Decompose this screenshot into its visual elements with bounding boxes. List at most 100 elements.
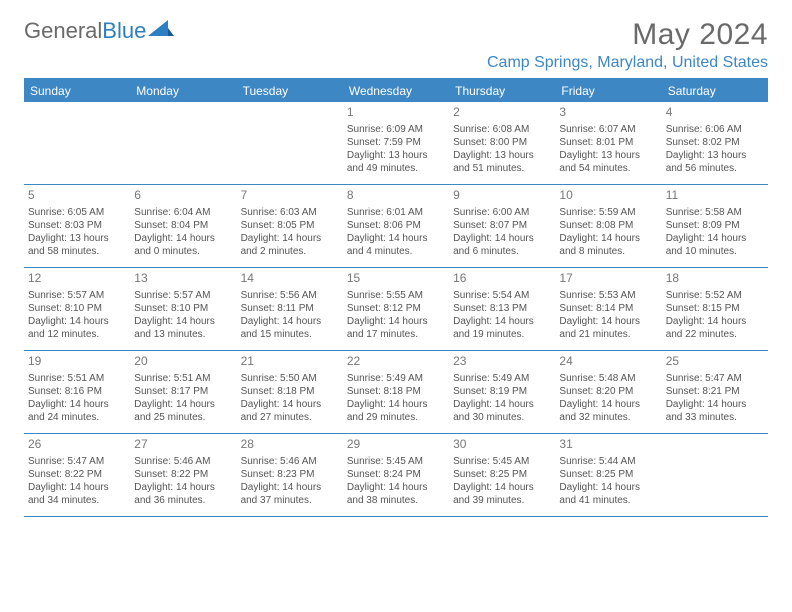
- day-cell: 19Sunrise: 5:51 AMSunset: 8:16 PMDayligh…: [24, 351, 130, 433]
- logo-text-gray: General: [24, 18, 102, 44]
- day-number: 20: [134, 354, 232, 370]
- header: GeneralBlue May 2024 Camp Springs, Maryl…: [24, 18, 768, 72]
- daylight-line-2: and 19 minutes.: [453, 328, 551, 341]
- daylight-line-2: and 13 minutes.: [134, 328, 232, 341]
- daylight-line-1: Daylight: 14 hours: [453, 232, 551, 245]
- sunrise-line: Sunrise: 5:51 AM: [28, 372, 126, 385]
- daylight-line-2: and 24 minutes.: [28, 411, 126, 424]
- sunrise-line: Sunrise: 6:03 AM: [241, 206, 339, 219]
- day-header: Monday: [130, 80, 236, 102]
- location-text: Camp Springs, Maryland, United States: [487, 54, 768, 72]
- daylight-line-2: and 34 minutes.: [28, 494, 126, 507]
- day-number: 31: [559, 437, 657, 453]
- day-number: 22: [347, 354, 445, 370]
- day-cell: 16Sunrise: 5:54 AMSunset: 8:13 PMDayligh…: [449, 268, 555, 350]
- day-number: 14: [241, 271, 339, 287]
- sunrise-line: Sunrise: 6:08 AM: [453, 123, 551, 136]
- logo-triangle-icon: [148, 18, 174, 44]
- daylight-line-2: and 37 minutes.: [241, 494, 339, 507]
- day-cell: 4Sunrise: 6:06 AMSunset: 8:02 PMDaylight…: [662, 102, 768, 184]
- daylight-line-2: and 2 minutes.: [241, 245, 339, 258]
- daylight-line-1: Daylight: 14 hours: [241, 315, 339, 328]
- daylight-line-2: and 27 minutes.: [241, 411, 339, 424]
- sunrise-line: Sunrise: 5:45 AM: [347, 455, 445, 468]
- daylight-line-1: Daylight: 14 hours: [559, 315, 657, 328]
- daylight-line-2: and 49 minutes.: [347, 162, 445, 175]
- day-number: 25: [666, 354, 764, 370]
- sunset-line: Sunset: 8:12 PM: [347, 302, 445, 315]
- daylight-line-1: Daylight: 14 hours: [666, 232, 764, 245]
- day-number: 13: [134, 271, 232, 287]
- day-cell: 24Sunrise: 5:48 AMSunset: 8:20 PMDayligh…: [555, 351, 661, 433]
- sunset-line: Sunset: 8:24 PM: [347, 468, 445, 481]
- sunrise-line: Sunrise: 6:06 AM: [666, 123, 764, 136]
- sunrise-line: Sunrise: 5:57 AM: [28, 289, 126, 302]
- day-number: 9: [453, 188, 551, 204]
- sunset-line: Sunset: 8:02 PM: [666, 136, 764, 149]
- sunset-line: Sunset: 8:22 PM: [28, 468, 126, 481]
- day-cell: 7Sunrise: 6:03 AMSunset: 8:05 PMDaylight…: [237, 185, 343, 267]
- daylight-line-1: Daylight: 14 hours: [28, 315, 126, 328]
- sunset-line: Sunset: 8:20 PM: [559, 385, 657, 398]
- day-cell: 22Sunrise: 5:49 AMSunset: 8:18 PMDayligh…: [343, 351, 449, 433]
- day-number: 26: [28, 437, 126, 453]
- sunset-line: Sunset: 8:14 PM: [559, 302, 657, 315]
- sunset-line: Sunset: 8:11 PM: [241, 302, 339, 315]
- day-number: 23: [453, 354, 551, 370]
- day-number: 10: [559, 188, 657, 204]
- sunset-line: Sunset: 8:09 PM: [666, 219, 764, 232]
- sunset-line: Sunset: 8:01 PM: [559, 136, 657, 149]
- sunrise-line: Sunrise: 5:45 AM: [453, 455, 551, 468]
- day-number: 19: [28, 354, 126, 370]
- day-cell: 15Sunrise: 5:55 AMSunset: 8:12 PMDayligh…: [343, 268, 449, 350]
- day-cell: 2Sunrise: 6:08 AMSunset: 8:00 PMDaylight…: [449, 102, 555, 184]
- day-number: 21: [241, 354, 339, 370]
- day-cell: 11 Sunrise: 5:58 AMSunset: 8:09 PMDayligh…: [662, 185, 768, 267]
- daylight-line-1: Daylight: 14 hours: [666, 315, 764, 328]
- sunrise-line: Sunrise: 5:56 AM: [241, 289, 339, 302]
- day-number: 3: [559, 105, 657, 121]
- sunrise-line: Sunrise: 5:50 AM: [241, 372, 339, 385]
- day-cell: 29Sunrise: 5:45 AMSunset: 8:24 PMDayligh…: [343, 434, 449, 516]
- daylight-line-2: and 6 minutes.: [453, 245, 551, 258]
- day-number: 18: [666, 271, 764, 287]
- day-cell: 6Sunrise: 6:04 AMSunset: 8:04 PMDaylight…: [130, 185, 236, 267]
- daylight-line-2: and 36 minutes.: [134, 494, 232, 507]
- daylight-line-1: Daylight: 14 hours: [559, 481, 657, 494]
- daylight-line-2: and 0 minutes.: [134, 245, 232, 258]
- day-number: 17: [559, 271, 657, 287]
- day-number: 12: [28, 271, 126, 287]
- day-number: 16: [453, 271, 551, 287]
- day-number: 4: [666, 105, 764, 121]
- daylight-line-2: and 29 minutes.: [347, 411, 445, 424]
- daylight-line-1: Daylight: 14 hours: [453, 398, 551, 411]
- sunset-line: Sunset: 8:00 PM: [453, 136, 551, 149]
- sunrise-line: Sunrise: 5:57 AM: [134, 289, 232, 302]
- sunrise-line: Sunrise: 6:05 AM: [28, 206, 126, 219]
- day-header: Sunday: [24, 80, 130, 102]
- sunset-line: Sunset: 8:10 PM: [28, 302, 126, 315]
- day-number: 11: [666, 188, 764, 204]
- sunset-line: Sunset: 8:21 PM: [666, 385, 764, 398]
- day-cell: [24, 102, 130, 184]
- daylight-line-2: and 41 minutes.: [559, 494, 657, 507]
- day-number: 1: [347, 105, 445, 121]
- day-cell: 18Sunrise: 5:52 AMSunset: 8:15 PMDayligh…: [662, 268, 768, 350]
- day-header: Saturday: [662, 80, 768, 102]
- sunrise-line: Sunrise: 5:58 AM: [666, 206, 764, 219]
- daylight-line-1: Daylight: 14 hours: [241, 398, 339, 411]
- day-cell: 25Sunrise: 5:47 AMSunset: 8:21 PMDayligh…: [662, 351, 768, 433]
- daylight-line-2: and 56 minutes.: [666, 162, 764, 175]
- sunrise-line: Sunrise: 5:47 AM: [28, 455, 126, 468]
- day-number: 28: [241, 437, 339, 453]
- daylight-line-1: Daylight: 14 hours: [347, 481, 445, 494]
- sunset-line: Sunset: 8:25 PM: [559, 468, 657, 481]
- day-cell: 10Sunrise: 5:59 AMSunset: 8:08 PMDayligh…: [555, 185, 661, 267]
- daylight-line-1: Daylight: 14 hours: [453, 481, 551, 494]
- title-block: May 2024 Camp Springs, Maryland, United …: [487, 18, 768, 72]
- daylight-line-1: Daylight: 14 hours: [453, 315, 551, 328]
- sunset-line: Sunset: 8:04 PM: [134, 219, 232, 232]
- day-header: Wednesday: [343, 80, 449, 102]
- day-number: 5: [28, 188, 126, 204]
- day-number: 2: [453, 105, 551, 121]
